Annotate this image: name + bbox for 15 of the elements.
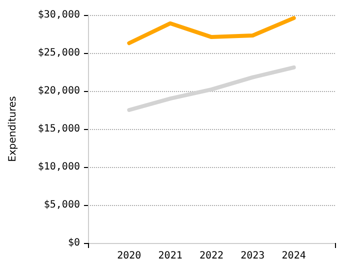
y-axis-title: Expenditures bbox=[8, 96, 18, 162]
line-series bbox=[127, 16, 296, 46]
x-tick-label: 2024 bbox=[282, 250, 306, 262]
x-tick-label: 2023 bbox=[240, 250, 265, 262]
x-tick-label: 2022 bbox=[199, 250, 224, 262]
y-tick-label: $25,000 bbox=[38, 48, 80, 58]
y-tick-label: $15,000 bbox=[38, 124, 80, 134]
y-tick-label: $0 bbox=[68, 238, 80, 248]
y-tick-label: $10,000 bbox=[38, 162, 80, 172]
y-tick-label: $5,000 bbox=[44, 200, 80, 210]
y-tick-label: $30,000 bbox=[38, 10, 80, 20]
line-series bbox=[127, 65, 296, 112]
y-tick-label: $20,000 bbox=[38, 86, 80, 96]
x-tick-label: 2021 bbox=[158, 250, 182, 262]
x-tick-label: 2020 bbox=[117, 250, 142, 262]
